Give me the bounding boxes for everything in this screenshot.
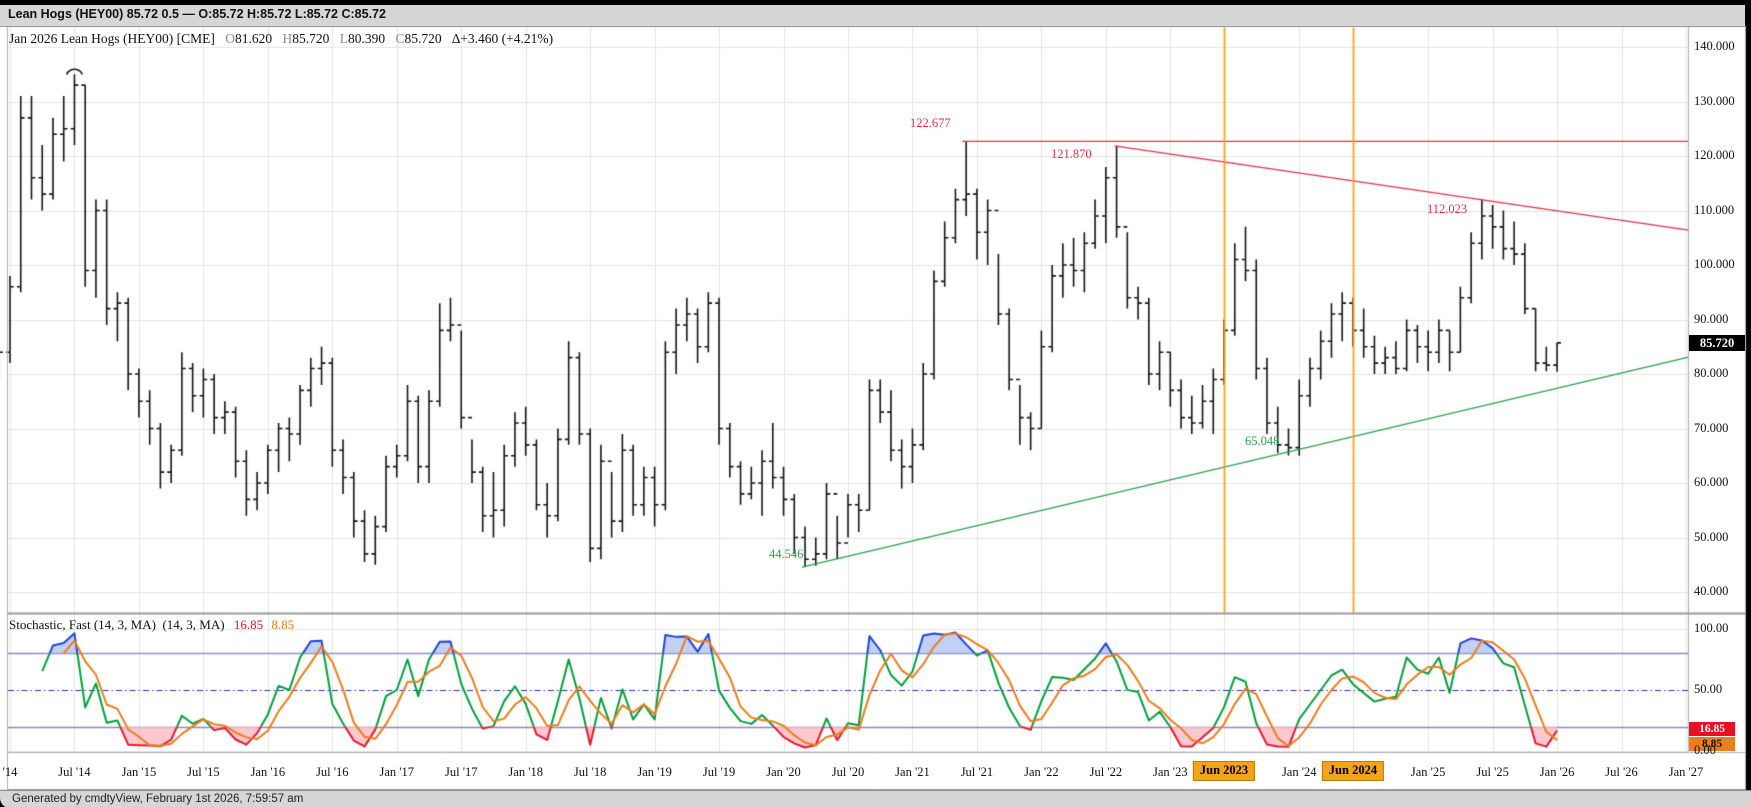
price-axis-label: 100.000 xyxy=(1694,257,1735,271)
legend-change: ∆+3.460 (+4.21%) xyxy=(451,31,554,46)
x-axis-label: Jan '27 xyxy=(1668,765,1704,779)
stochastic-params: (14, 3, MA) xyxy=(162,617,225,632)
annotation-high-2021: 122.677 xyxy=(910,116,951,130)
x-axis-label: Jan '24 xyxy=(1281,765,1317,779)
price-axis-label: 110.000 xyxy=(1694,202,1735,217)
stochastic-k-badge: 16.85 xyxy=(1689,722,1735,736)
legend-low-value: 80.390 xyxy=(347,31,386,46)
date-marker-badge[interactable]: Jun 2023 xyxy=(1192,761,1256,781)
last-price-badge: 85.720 xyxy=(1689,335,1745,351)
window-title: Lean Hogs (HEY00) 85.72 0.5 — O:85.72 H:… xyxy=(8,7,386,21)
price-axis-label: 50.000 xyxy=(1694,529,1729,544)
x-axis-label: Jul '20 xyxy=(831,765,865,779)
stochastic-axis-label: 50.00 xyxy=(1694,682,1723,696)
price-axis-label: 80.000 xyxy=(1694,366,1729,380)
x-axis-label: Jul '15 xyxy=(187,765,220,779)
x-axis-label: Jan '15 xyxy=(121,765,157,779)
x-axis-label: Jan '17 xyxy=(379,765,415,779)
x-axis-label: Jan '18 xyxy=(508,765,543,779)
price-axis-label: 90.000 xyxy=(1694,311,1729,326)
legend-close-prefix: C xyxy=(395,31,405,46)
stochastic-legend: Stochastic, Fast (14, 3, MA) (14, 3, MA)… xyxy=(9,617,294,633)
stochastic-name: Stochastic, Fast (14, 3, MA) xyxy=(9,617,156,632)
x-axis-label: Jan '23 xyxy=(1153,765,1188,779)
x-axis-label: Jan '22 xyxy=(1024,765,1059,779)
annotation-high-2022: 121.870 xyxy=(1051,147,1092,161)
x-axis-label: Jul '22 xyxy=(1089,765,1123,779)
x-axis-label: Jan '20 xyxy=(766,765,801,779)
x-axis-label: Jan '21 xyxy=(895,765,930,779)
legend-high-prefix: H xyxy=(282,31,293,46)
window-title-bar: Lean Hogs (HEY00) 85.72 0.5 — O:85.72 H:… xyxy=(0,5,1745,27)
x-axis-label: Jul '21 xyxy=(960,765,994,779)
stochastic-d-badge: 8.85 xyxy=(1689,737,1735,751)
date-marker-badge[interactable]: Jun 2024 xyxy=(1321,761,1385,781)
x-axis-label: Jan '19 xyxy=(637,765,672,779)
stochastic-axis-label: 0.00 xyxy=(1694,743,1716,757)
legend-low-prefix: L xyxy=(339,31,348,46)
price-legend: Jan 2026 Lean Hogs (HEY00) [CME] O81.620… xyxy=(9,31,560,47)
legend-open-value: 81.620 xyxy=(234,31,273,46)
x-axis-label: Jul '14 xyxy=(58,765,91,779)
annotation-high-2025: 112.023 xyxy=(1427,202,1468,216)
x-axis-label: Jan '25 xyxy=(1410,765,1446,779)
status-bar: Generated by cmdtyView, February 1st 202… xyxy=(0,790,1751,807)
annotation-low-2020: 44.546 xyxy=(769,547,804,561)
price-axis-label: 70.000 xyxy=(1694,420,1729,435)
price-axis-label: 40.000 xyxy=(1694,584,1729,598)
legend-high-value: 85.720 xyxy=(292,31,330,46)
legend-close-value: 85.720 xyxy=(404,31,442,46)
legend-open-prefix: O xyxy=(225,31,235,46)
x-axis-label: Jan '16 xyxy=(250,765,286,779)
price-axis-label: 120.000 xyxy=(1694,148,1735,162)
x-axis-label: Jul '16 xyxy=(316,765,349,779)
stochastic-k-value: 16.85 xyxy=(233,617,264,632)
price-axis-label: 60.000 xyxy=(1694,475,1729,489)
price-axis-label: 140.000 xyxy=(1694,39,1735,53)
status-text: Generated by cmdtyView, February 1st 202… xyxy=(12,793,304,805)
annotation-low-2023: 65.048 xyxy=(1245,434,1280,448)
x-axis-label: Jan '26 xyxy=(1539,765,1575,779)
legend-instrument: Jan 2026 Lean Hogs (HEY00) [CME] xyxy=(9,31,215,46)
x-axis-label: Jul '17 xyxy=(444,765,478,779)
price-axis-label: 130.000 xyxy=(1694,93,1735,108)
x-axis-label: '14 xyxy=(2,765,18,779)
x-axis-label: Jul '19 xyxy=(702,765,736,779)
x-axis-label: Jul '26 xyxy=(1605,765,1638,779)
stochastic-d-value: 8.85 xyxy=(271,617,295,632)
x-axis-label: Jul '25 xyxy=(1476,765,1509,779)
stochastic-axis-label: 100.00 xyxy=(1694,621,1729,635)
x-axis-label: Jul '18 xyxy=(573,765,607,779)
